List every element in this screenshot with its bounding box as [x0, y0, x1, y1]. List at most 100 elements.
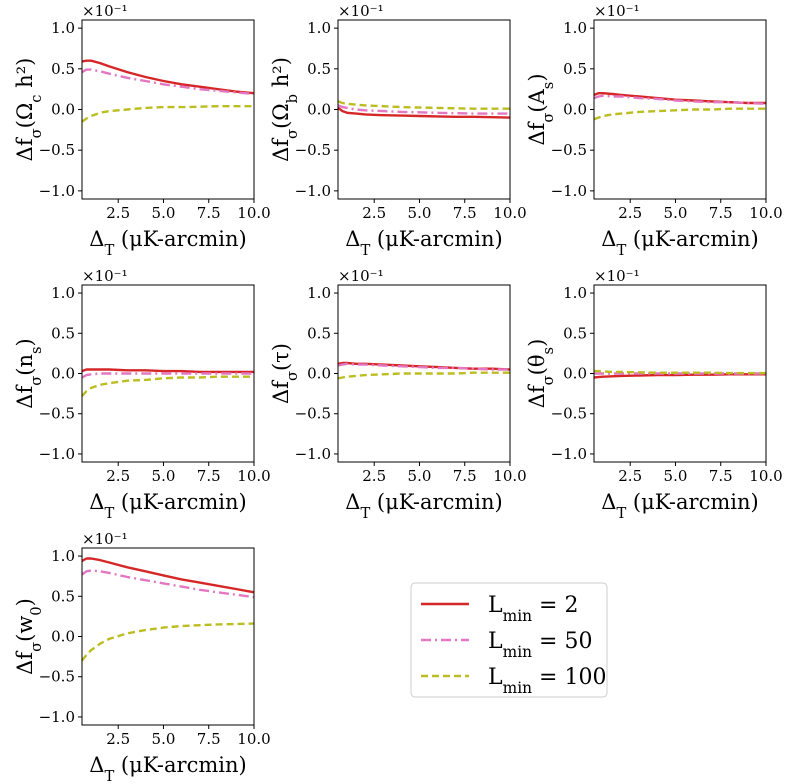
y-tick-label: −0.5 [39, 141, 75, 159]
x-axis-label: ΔT (μK-arcmin) [89, 227, 246, 259]
legend-label: Lmin = 100 [488, 665, 606, 697]
y-tick-label: 0.5 [51, 324, 75, 342]
y-multiplier-label: ×10⁻¹ [338, 2, 384, 20]
x-tick-label: 10.0 [237, 467, 270, 485]
y-tick-label: −0.5 [295, 141, 331, 159]
y-tick-label: 0.0 [51, 628, 75, 646]
y-tick-label: 0.5 [51, 60, 75, 78]
x-tick-label: 7.5 [709, 467, 733, 485]
y-tick-label: 0.5 [51, 587, 75, 605]
x-tick-label: 5.0 [152, 730, 176, 748]
series-line-lmin-50 [81, 68, 255, 96]
y-tick-label: −1.0 [295, 182, 331, 200]
x-axis-label: ΔT (μK-arcmin) [601, 227, 758, 259]
y-tick-label: 0.0 [563, 101, 587, 119]
series-line-lmin-100 [81, 622, 255, 662]
x-tick-label: 7.5 [197, 467, 221, 485]
x-axis-label: ΔT (μK-arcmin) [345, 490, 502, 522]
x-tick-label: 2.5 [106, 730, 130, 748]
x-tick-label: 7.5 [709, 204, 733, 222]
x-tick-label: 5.0 [152, 467, 176, 485]
y-multiplier-label: ×10⁻¹ [338, 267, 384, 285]
x-tick-label: 5.0 [664, 467, 688, 485]
x-axis-label: ΔT (μK-arcmin) [601, 490, 758, 522]
series-line-lmin-100 [593, 107, 766, 121]
subplot-7: 2.5 5.0 7.5 10.0 1.0 0.5 0.0 −0.5 −1.0 ×10⁻¹ ΔT (μ… [13, 530, 271, 784]
x-tick-label: 2.5 [106, 467, 130, 485]
y-tick-label: −1.0 [551, 445, 587, 463]
x-axis-label: ΔT (μK-arcmin) [89, 490, 246, 522]
y-tick-label: −1.0 [39, 445, 75, 463]
subplot-5: 2.5 5.0 7.5 10.0 1.0 0.5 0.0 −0.5 −1.0 ×10⁻¹ ΔT (μ… [269, 267, 527, 522]
y-axis-label: Δfσ(Ωb h²) [269, 57, 301, 162]
legend-box [410, 582, 608, 698]
x-tick-label: 10.0 [237, 204, 270, 222]
x-tick-label: 10.0 [493, 204, 526, 222]
y-tick-label: 0.0 [307, 101, 331, 119]
series-line-lmin-100 [594, 369, 766, 375]
y-multiplier-label: ×10⁻¹ [82, 2, 128, 20]
y-tick-label: −0.5 [295, 405, 331, 423]
x-tick-label: 7.5 [197, 204, 221, 222]
series-line-lmin-50 [593, 94, 767, 105]
plot-frame [81, 547, 255, 726]
series-line-lmin-50 [81, 372, 254, 379]
series-line-lmin-50 [337, 362, 510, 371]
x-tick-label: 2.5 [362, 204, 386, 222]
y-multiplier-label: ×10⁻¹ [594, 2, 640, 20]
y-tick-label: 1.0 [307, 284, 331, 302]
subplot-6: 2.5 5.0 7.5 10.0 1.0 0.5 0.0 −0.5 −1.0 ×10⁻¹ ΔT (μ… [525, 267, 783, 522]
y-tick-label: 0.0 [51, 365, 75, 383]
x-tick-label: 5.0 [408, 467, 432, 485]
y-tick-label: 1.0 [51, 19, 75, 37]
x-tick-label: 10.0 [749, 467, 782, 485]
y-tick-label: −0.5 [39, 405, 75, 423]
x-tick-label: 5.0 [152, 204, 176, 222]
y-tick-label: 0.5 [563, 324, 587, 342]
series-line-lmin-50 [81, 569, 255, 599]
subplot-2: 2.5 5.0 7.5 10.0 1.0 0.5 0.0 −0.5 −1.0 ×10⁻¹ ΔT (μ… [269, 2, 527, 259]
y-tick-label: 0.5 [563, 60, 587, 78]
y-axis-label: Δfσ(w0) [13, 598, 45, 675]
subplot-3: 2.5 5.0 7.5 10.0 1.0 0.5 0.0 −0.5 −1.0 ×10⁻¹ ΔT (μ… [525, 2, 783, 259]
plot-frame [81, 19, 255, 200]
legend-label: Lmin = 2 [488, 593, 578, 625]
legend: Lmin = 2 Lmin = 50 Lmin = 100 [410, 582, 608, 698]
y-multiplier-label: ×10⁻¹ [82, 530, 128, 548]
x-tick-label: 5.0 [664, 204, 688, 222]
y-tick-label: −1.0 [551, 182, 587, 200]
y-tick-label: −0.5 [39, 668, 75, 686]
x-axis-label: ΔT (μK-arcmin) [345, 227, 502, 259]
y-tick-label: 1.0 [563, 284, 587, 302]
series-line-lmin-2 [337, 106, 511, 119]
y-tick-label: 0.5 [307, 324, 331, 342]
y-tick-label: 1.0 [307, 19, 331, 37]
y-tick-label: 0.0 [51, 101, 75, 119]
y-tick-label: −1.0 [39, 182, 75, 200]
legend-label: Lmin = 50 [488, 629, 592, 661]
x-tick-label: 5.0 [408, 204, 432, 222]
x-tick-label: 2.5 [618, 204, 642, 222]
y-tick-label: −0.5 [551, 405, 587, 423]
y-axis-label: Δfσ(As) [525, 73, 557, 145]
series-line-lmin-2 [81, 59, 255, 95]
y-multiplier-label: ×10⁻¹ [594, 267, 640, 285]
y-tick-label: 1.0 [51, 284, 75, 302]
series-line-lmin-100 [337, 371, 510, 380]
subplot-1: 2.5 5.0 7.5 10.0 1.0 0.5 0.0 −0.5 −1.0 ×10⁻¹ ΔT (μ… [13, 2, 271, 259]
series-line-lmin-100 [81, 104, 254, 123]
y-tick-label: 0.0 [307, 365, 331, 383]
series-line-lmin-100 [81, 375, 254, 397]
series-line-lmin-2 [81, 557, 255, 594]
x-tick-label: 10.0 [237, 730, 270, 748]
x-tick-label: 7.5 [453, 467, 477, 485]
x-tick-label: 7.5 [453, 204, 477, 222]
y-tick-label: 0.0 [563, 365, 587, 383]
subplot-4: 2.5 5.0 7.5 10.0 1.0 0.5 0.0 −0.5 −1.0 ×10⁻¹ ΔT (μ… [13, 267, 271, 522]
x-tick-label: 2.5 [106, 204, 130, 222]
series-line-lmin-100 [337, 100, 510, 110]
x-axis-label: ΔT (μK-arcmin) [89, 753, 246, 784]
y-tick-label: −1.0 [295, 445, 331, 463]
y-tick-label: −0.5 [551, 141, 587, 159]
